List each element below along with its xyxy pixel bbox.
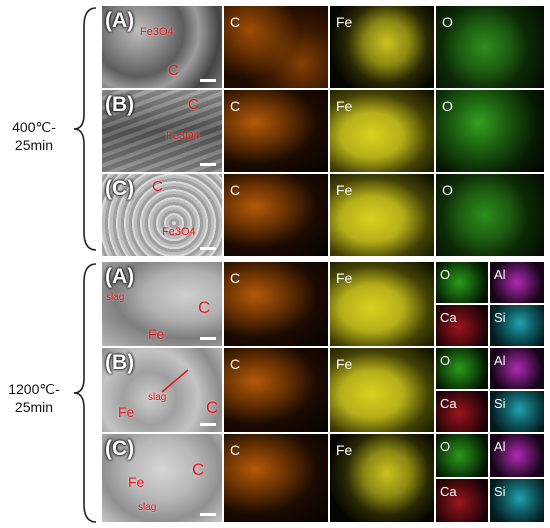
- map-label-si: Si: [494, 484, 506, 499]
- group-time-400: 25min: [14, 137, 54, 153]
- eds-map-c: C: [224, 174, 328, 256]
- eds-map-ca: Ca: [436, 479, 488, 522]
- eds-map-fe: Fe: [330, 174, 434, 256]
- eds-map-si: Si: [490, 305, 544, 346]
- annotation-fe: Fe: [128, 474, 145, 490]
- eds-map-c: C: [224, 348, 328, 432]
- map-label-o: O: [440, 439, 451, 454]
- map-label-si: Si: [494, 310, 506, 325]
- map-label-fe: Fe: [336, 442, 353, 458]
- annotation-fe: Fe: [118, 404, 135, 420]
- group-label-400: 400℃- 25min: [2, 118, 66, 154]
- sem-image-1200-b: (B) slag Fe C: [102, 348, 222, 432]
- scale-bar: [200, 79, 216, 82]
- annotation-fe3o4: Fe3O4: [162, 226, 196, 238]
- group-temp-400: 400℃-: [12, 119, 56, 135]
- sem-image-400-a: (A) Fe3O4 C: [102, 6, 222, 88]
- eds-map-si: Si: [490, 391, 544, 432]
- map-label-o: O: [442, 98, 453, 114]
- sem-image-1200-c: (C) C Fe slag: [102, 434, 222, 522]
- eds-map-fe: Fe: [330, 262, 434, 346]
- eds-map-ca: Ca: [436, 391, 488, 432]
- map-label-c: C: [230, 356, 241, 372]
- eds-map-o: O: [436, 262, 488, 303]
- eds-map-fe: Fe: [330, 90, 434, 172]
- map-label-o: O: [440, 267, 451, 282]
- panel-letter: (C): [105, 177, 135, 200]
- map-label-c: C: [230, 182, 241, 198]
- annotation-c: C: [198, 298, 211, 317]
- eds-map-c: C: [224, 90, 328, 172]
- eds-map-o: O: [436, 434, 488, 477]
- map-label-fe: Fe: [336, 356, 353, 372]
- eds-map-fe: Fe: [330, 348, 434, 432]
- annotation-slag: slag: [148, 392, 167, 403]
- brace-1200: [73, 263, 97, 523]
- annotation-slag: slag: [106, 292, 125, 303]
- annotation-c: C: [152, 178, 163, 195]
- annotation-slag: slag: [138, 502, 157, 513]
- map-label-c: C: [230, 14, 241, 30]
- eds-map-c: C: [224, 6, 328, 88]
- panel-letter: (B): [105, 351, 135, 374]
- annotation-fe3o4: Fe3O4: [140, 26, 174, 38]
- map-label-ca: Ca: [440, 484, 457, 499]
- annotation-c: C: [206, 398, 219, 417]
- panel-letter: (C): [105, 437, 135, 460]
- group-time-1200: 25min: [14, 399, 54, 415]
- sem-image-1200-a: (A) slag C Fe: [102, 262, 222, 346]
- eds-map-c: C: [224, 262, 328, 346]
- map-label-c: C: [230, 270, 241, 286]
- scale-bar: [200, 247, 216, 250]
- eds-map-al: Al: [490, 262, 544, 303]
- map-label-c: C: [230, 442, 241, 458]
- map-label-ca: Ca: [440, 310, 457, 325]
- eds-map-o: O: [436, 348, 488, 389]
- map-label-al: Al: [494, 439, 506, 454]
- panel-letter: (A): [105, 265, 135, 288]
- scale-bar: [200, 423, 216, 426]
- map-label-ca: Ca: [440, 396, 457, 411]
- eds-map-fe: Fe: [330, 6, 434, 88]
- eds-map-o: O: [436, 90, 544, 172]
- sem-image-400-c: (C) C Fe3O4: [102, 174, 222, 256]
- annotation-fe3o4: Fe3O4: [166, 130, 200, 142]
- panel-letter: (B): [105, 93, 135, 116]
- arrow-icon: [161, 369, 189, 393]
- eds-map-fe: Fe: [330, 434, 434, 522]
- annotation-c: C: [188, 96, 199, 113]
- brace-400: [73, 7, 97, 251]
- scale-bar: [200, 513, 216, 516]
- annotation-c: C: [192, 460, 205, 479]
- eds-map-o: O: [436, 6, 544, 88]
- map-label-fe: Fe: [336, 270, 353, 286]
- map-label-o: O: [442, 14, 453, 30]
- map-label-o: O: [442, 182, 453, 198]
- eds-map-ca: Ca: [436, 305, 488, 346]
- map-label-al: Al: [494, 267, 506, 282]
- eds-map-si: Si: [490, 479, 544, 522]
- scale-bar: [200, 163, 216, 166]
- group-label-1200: 1200℃- 25min: [2, 380, 66, 416]
- map-label-fe: Fe: [336, 182, 353, 198]
- panel-letter: (A): [105, 9, 135, 32]
- annotation-c: C: [168, 62, 179, 79]
- group-temp-1200: 1200℃-: [8, 381, 60, 397]
- sem-image-400-b: (B) C Fe3O4: [102, 90, 222, 172]
- map-label-fe: Fe: [336, 14, 353, 30]
- map-label-c: C: [230, 98, 241, 114]
- eds-map-al: Al: [490, 434, 544, 477]
- map-label-si: Si: [494, 396, 506, 411]
- map-label-al: Al: [494, 353, 506, 368]
- eds-map-al: Al: [490, 348, 544, 389]
- eds-map-c: C: [224, 434, 328, 522]
- annotation-fe: Fe: [148, 326, 165, 342]
- map-label-o: O: [440, 353, 451, 368]
- map-label-fe: Fe: [336, 98, 353, 114]
- eds-map-o: O: [436, 174, 544, 256]
- scale-bar: [200, 337, 216, 340]
